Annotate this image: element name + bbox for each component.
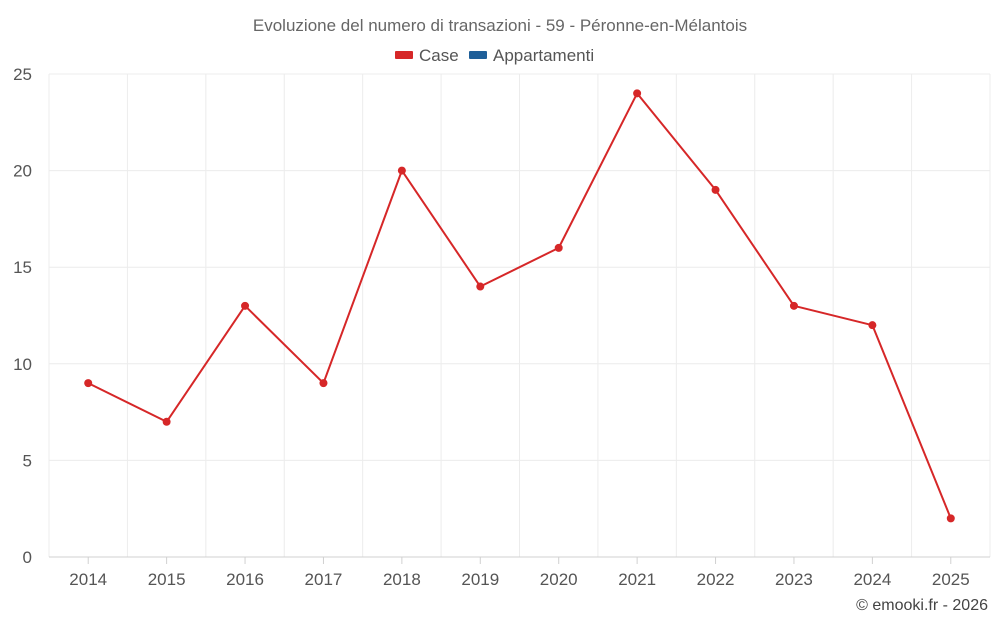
- data-point[interactable]: [162, 417, 171, 426]
- grid: [48, 73, 991, 557]
- x-tick-label: 2025: [932, 570, 970, 589]
- data-point[interactable]: [319, 379, 328, 388]
- data-point[interactable]: [789, 301, 798, 310]
- x-tick-label: 2017: [305, 570, 343, 589]
- legend-label-appartamenti: Appartamenti: [493, 46, 594, 65]
- y-tick-label: 10: [13, 355, 32, 374]
- x-tick-label: 2023: [775, 570, 813, 589]
- data-point[interactable]: [711, 185, 720, 194]
- x-tick-label: 2021: [618, 570, 656, 589]
- data-point[interactable]: [554, 243, 563, 252]
- y-tick-label: 25: [13, 65, 32, 84]
- y-tick-label: 5: [23, 451, 32, 470]
- legend-label-case: Case: [419, 46, 459, 65]
- series-case: [84, 89, 955, 523]
- legend-swatch-case: [395, 51, 413, 59]
- series-line: [87, 92, 952, 519]
- x-tick-label: 2019: [461, 570, 499, 589]
- data-point[interactable]: [84, 379, 93, 388]
- data-point[interactable]: [397, 166, 406, 175]
- x-tick-label: 2016: [226, 570, 264, 589]
- y-tick-label: 15: [13, 258, 32, 277]
- x-tick-label: 2022: [697, 570, 735, 589]
- data-point[interactable]: [241, 301, 250, 310]
- legend-item-case[interactable]: Case: [395, 46, 459, 65]
- x-tick-label: 2015: [148, 570, 186, 589]
- legend-swatch-appartamenti: [469, 51, 487, 59]
- data-point[interactable]: [946, 514, 955, 523]
- chart-title: Evoluzione del numero di transazioni - 5…: [253, 16, 747, 35]
- x-tick-label: 2014: [69, 570, 107, 589]
- data-point[interactable]: [633, 89, 642, 98]
- x-tick-label: 2020: [540, 570, 578, 589]
- data-point[interactable]: [476, 282, 485, 291]
- legend-item-appartamenti[interactable]: Appartamenti: [469, 46, 594, 65]
- legend: Case Appartamenti: [395, 46, 594, 65]
- data-point[interactable]: [868, 321, 877, 330]
- y-tick-label: 20: [13, 162, 32, 181]
- credit-text: © emooki.fr - 2026: [856, 597, 988, 614]
- x-tick-label: 2018: [383, 570, 421, 589]
- y-tick-label: 0: [23, 548, 32, 567]
- x-tick-label: 2024: [853, 570, 891, 589]
